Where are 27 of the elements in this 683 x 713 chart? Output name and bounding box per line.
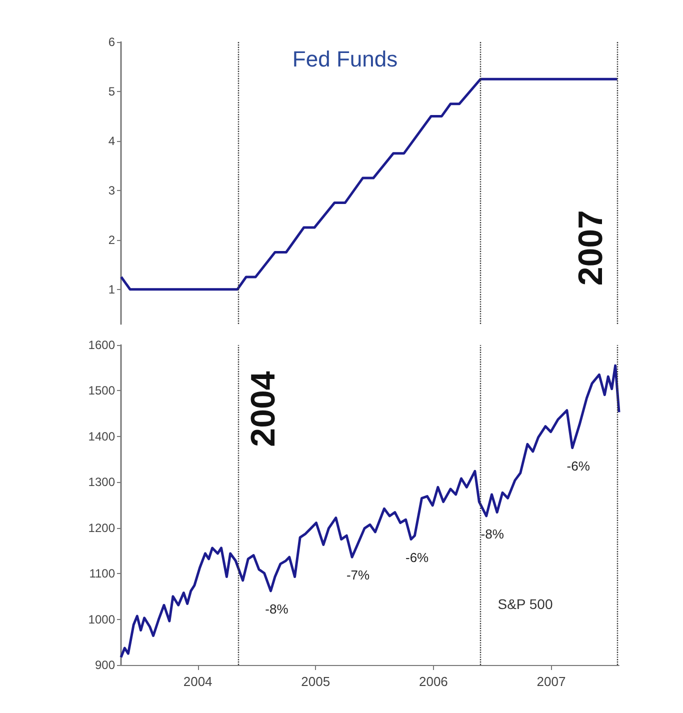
annotation: 2004 (244, 371, 282, 447)
y-tick-label: 900 (94, 658, 116, 672)
y-tick-label: 3 (108, 183, 116, 198)
annotation: -6% (566, 458, 590, 474)
x-tick-label: 2006 (418, 674, 448, 689)
x-tick-label: 2007 (536, 674, 566, 689)
chart-title: Fed Funds (292, 46, 398, 72)
annotation: S&P 500 (498, 596, 553, 612)
y-tick-label: 1600 (88, 338, 116, 352)
y-tick-label: 6 (108, 35, 116, 49)
y-tick-label: 1200 (88, 520, 116, 535)
y-tick-label: 4 (108, 134, 116, 148)
y-tick-label: 2 (108, 232, 116, 247)
y-tick-label: 1400 (88, 429, 116, 444)
y-tick-label: 1100 (89, 566, 116, 581)
y-tick-label: 1 (108, 282, 116, 296)
annotation: -6% (405, 550, 430, 565)
annotation: -7% (346, 568, 370, 583)
x-tick-label: 2005 (301, 674, 330, 689)
y-tick-label: 1300 (88, 475, 116, 490)
x-tick-label: 2004 (183, 674, 212, 689)
annotation: -8% (480, 526, 504, 542)
y-tick-label: 5 (108, 84, 116, 98)
y-tick-label: 1500 (88, 384, 116, 398)
annotation: -8% (265, 601, 289, 616)
y-tick-label: 1000 (88, 612, 116, 626)
annotation: 2007 (572, 210, 610, 286)
